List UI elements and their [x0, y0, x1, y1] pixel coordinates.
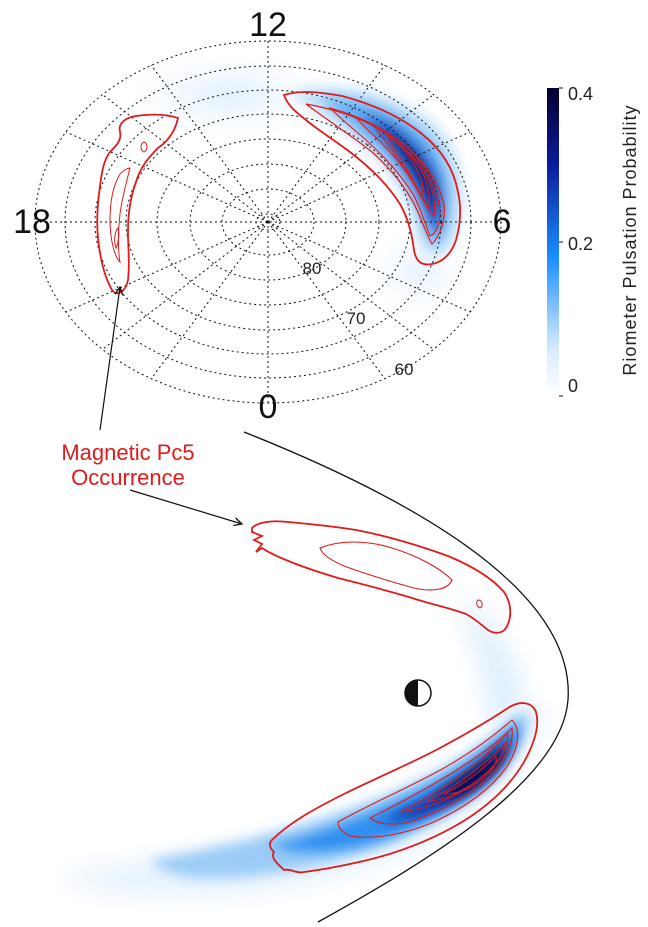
colorbar-tick-min: 0: [568, 376, 578, 396]
mlt-label-dusk: 18: [13, 203, 51, 241]
colorbar: 0.4 0.2 0 Riometer Pulsation Probability: [547, 84, 640, 397]
pc5-contours-lower: [268, 702, 539, 874]
annotation-arrow-up: [99, 287, 120, 431]
colorbar-label: Riometer Pulsation Probability: [620, 104, 640, 375]
colorbar-tick-mid: 0.2: [568, 234, 593, 254]
annotation-line-1: Magnetic Pc5: [61, 440, 194, 465]
pc5-contours-dusk: [96, 113, 180, 295]
mlt-label-midnight: 0: [259, 388, 278, 426]
annotation-line-2: Occurrence: [71, 465, 185, 490]
latitude-label-80: 80: [303, 259, 322, 278]
pc5-contours-dawn: [282, 91, 462, 266]
probability-region-dawn: [292, 87, 463, 256]
annotation-arrow-right: [129, 489, 242, 524]
mlt-grid: [35, 41, 501, 403]
latitude-label-60: 60: [395, 360, 414, 379]
colorbar-tick-max: 0.4: [568, 84, 593, 104]
polar-plot: 12 18 6 0 80 70 60: [13, 6, 511, 426]
colorbar-gradient: [547, 88, 559, 396]
magnetosphere-diagram: [60, 431, 569, 923]
pc5-annotation: Magnetic Pc5 Occurrence: [61, 287, 242, 524]
mlt-label-noon: 12: [249, 6, 287, 44]
magnetopause-boundary: [243, 431, 569, 923]
probability-region-tail: [60, 704, 545, 895]
pc5-contours-upper: [251, 520, 512, 634]
probability-haze-noon: [110, 55, 350, 135]
probability-haze-flank: [460, 600, 523, 731]
latitude-label-70: 70: [347, 309, 366, 328]
earth-icon: [404, 679, 432, 707]
mlt-label-dawn: 6: [493, 203, 512, 241]
